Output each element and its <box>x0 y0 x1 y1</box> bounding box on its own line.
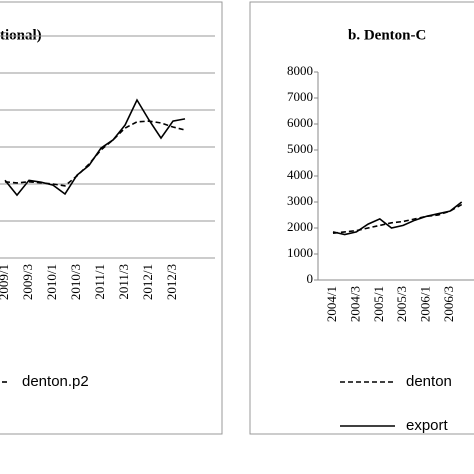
x-tick-label: 2006/3 <box>441 286 456 322</box>
line-series <box>4 120 186 187</box>
x-tick-label: 2009/3 <box>20 264 35 300</box>
y-tick-label: 7000 <box>287 89 313 104</box>
line-series <box>4 98 186 197</box>
x-tick-label: 2004/1 <box>324 286 339 322</box>
y-tick-label: 3000 <box>287 193 313 208</box>
panel-frame <box>0 1 223 435</box>
y-tick-label: 2000 <box>287 219 313 234</box>
x-tick-label: 2012/3 <box>164 264 179 300</box>
line-series <box>332 201 463 236</box>
x-tick-label: 2011/1 <box>92 264 107 300</box>
chart-title: b. Denton-C <box>348 27 426 43</box>
line-series <box>332 203 463 234</box>
x-tick-label: 2011/3 <box>116 264 131 300</box>
x-tick-label: 2006/1 <box>418 286 433 322</box>
x-tick-label: 2005/1 <box>371 286 386 322</box>
y-tick-label: 4000 <box>287 167 313 182</box>
y-tick-label: 1000 <box>287 245 313 260</box>
y-tick-label: 0 <box>307 271 314 286</box>
panel-frame <box>249 1 474 435</box>
x-tick-label: 2010/1 <box>44 264 59 300</box>
legend-label: denton.p2 <box>22 373 89 390</box>
y-tick-label: 6000 <box>287 115 313 130</box>
x-tick-label: 2009/1 <box>0 264 11 300</box>
y-tick-label: 5000 <box>287 141 313 156</box>
x-tick-label: 2004/3 <box>347 286 362 322</box>
x-tick-label: 2012/1 <box>140 264 155 300</box>
y-tick-label: 8000 <box>287 63 313 78</box>
legend-label: denton <box>406 373 452 390</box>
x-tick-label: 2010/3 <box>68 264 83 300</box>
chart-title: tional) <box>0 27 42 43</box>
legend-label: export <box>406 417 449 434</box>
x-tick-label: 2005/3 <box>394 286 409 322</box>
